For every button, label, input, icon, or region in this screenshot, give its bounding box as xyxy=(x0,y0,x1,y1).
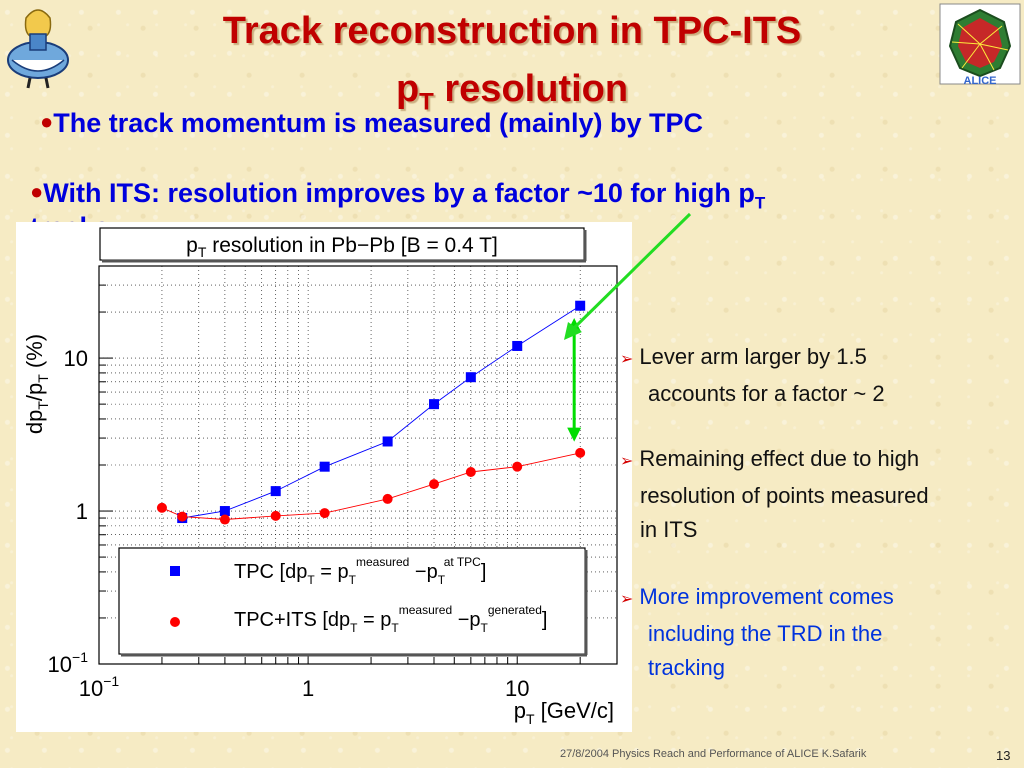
data-point-tpc xyxy=(575,300,586,311)
slide-title-line2: pT resolution xyxy=(395,68,629,116)
data-point-tpc-its xyxy=(319,508,330,519)
legend-tpcits-marker xyxy=(170,617,180,627)
legend: TPC [dpT = pTmeasured −pTat TPC] TPC+ITS… xyxy=(118,547,588,657)
data-point-tpc xyxy=(270,486,281,497)
bullet-its-resolution-tail: tracks xyxy=(30,212,110,224)
y-tick-label: 10−1 xyxy=(48,649,89,677)
legend-tpc-label: TPC [dpT = pTmeasured −pTat TPC] xyxy=(234,555,486,587)
data-point-tpc xyxy=(512,340,523,351)
x-tick-labels: 10−1 1 10 xyxy=(79,673,530,701)
data-point-tpc-its xyxy=(465,466,476,477)
x-tick-label: 10 xyxy=(505,676,529,701)
data-point-tpc xyxy=(219,506,230,517)
data-point-tpc-its xyxy=(512,461,523,472)
data-point-tpc-its xyxy=(270,510,281,521)
bullet-dot-icon: ● xyxy=(40,109,54,134)
chart-title-box xyxy=(99,227,585,261)
plot-ticks xyxy=(98,265,618,665)
pt-resolution-chart: pT resolution in Pb−Pb [B = 0.4 T] 10−1 1… xyxy=(22,227,618,727)
data-point-tpc-its xyxy=(429,479,440,490)
x-tick-label: 10−1 xyxy=(79,673,120,701)
y-tick-label: 10 xyxy=(64,346,88,371)
series-lines xyxy=(161,305,581,520)
x-axis-label: pT [GeV/c] xyxy=(514,698,614,727)
bullet-its-resolution: ●With ITS: resolution improves by a fact… xyxy=(30,178,766,213)
bullet-dot-icon: ● xyxy=(30,179,44,204)
data-point-tpc xyxy=(382,436,393,447)
note-more-improvement: ➢ More improvement comes including the TR… xyxy=(620,584,894,680)
bullet-track-momentum: ●The track momentum is measured (mainly)… xyxy=(40,108,703,138)
alice-logo-text: ALICE xyxy=(964,75,997,86)
data-point-tpc-its xyxy=(575,447,586,458)
y-tick-labels: 10−1 1 10 xyxy=(48,346,89,677)
x-tick-label: 1 xyxy=(302,676,314,701)
y-tick-label: 1 xyxy=(76,499,88,524)
series-line-0 xyxy=(182,305,581,519)
double-arrow-head-top xyxy=(567,318,582,333)
note-lever-arm: ➢ Lever arm larger by 1.5 accounts for a … xyxy=(620,344,885,406)
chart-title: pT resolution in Pb−Pb [B = 0.4 T] xyxy=(186,234,498,260)
alice-experiment-logo: ALICE xyxy=(939,3,1021,86)
y-axis-label: dpT/pT (%) xyxy=(22,334,51,434)
improvement-double-arrow xyxy=(567,318,582,442)
note-remaining-effect: ➢ Remaining effect due to high resolution… xyxy=(620,446,929,542)
data-point-tpc-its xyxy=(177,511,188,522)
legend-tpc-marker xyxy=(170,566,180,576)
double-arrow-head-bottom xyxy=(567,427,582,442)
alice-figure-logo xyxy=(7,9,69,89)
page-number: 13 xyxy=(996,748,1011,763)
data-point-tpc xyxy=(465,372,476,383)
legend-tpcits-label: TPC+ITS [dpT = pTmeasured −pTgenerated] xyxy=(234,603,547,635)
series-points xyxy=(156,300,586,525)
slide-title-line1: Track reconstruction in TPC-ITS xyxy=(222,10,802,52)
data-point-tpc-its xyxy=(219,514,230,525)
data-point-tpc xyxy=(429,399,440,410)
data-point-tpc-its xyxy=(156,502,167,513)
data-point-tpc-its xyxy=(382,493,393,504)
plot-panel: pT resolution in Pb−Pb [B = 0.4 T] 10−1 1… xyxy=(16,222,632,732)
footer-text: 27/8/2004 Physics Reach and Performance … xyxy=(560,748,867,760)
series-line-1 xyxy=(161,452,581,520)
arrow-bullet-icon: ➢ xyxy=(620,591,634,608)
arrow-bullet-icon: ➢ xyxy=(620,351,634,368)
arrow-bullet-icon: ➢ xyxy=(620,453,634,470)
data-point-tpc xyxy=(319,461,330,472)
